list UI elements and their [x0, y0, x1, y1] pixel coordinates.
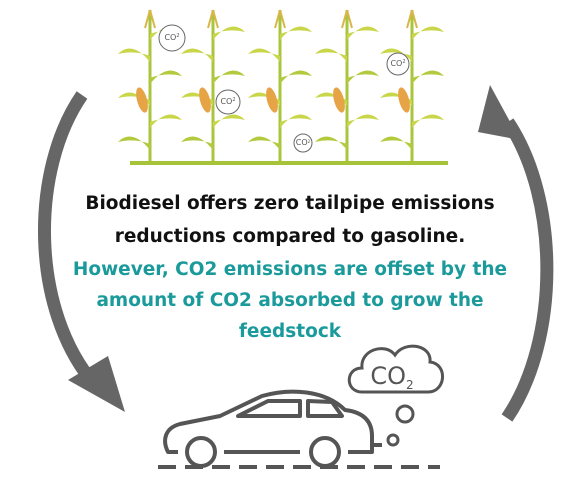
- leaf: [412, 27, 444, 40]
- leaf: [213, 27, 245, 40]
- leaf: [118, 49, 150, 62]
- leaf: [150, 71, 182, 84]
- car-windows: [238, 401, 342, 416]
- crop-bubbles: [159, 25, 409, 152]
- bubble-main: CO: [164, 33, 176, 42]
- leaf: [248, 49, 280, 62]
- right-arrow-head: [478, 85, 520, 140]
- wheel: [187, 438, 215, 466]
- bubble-main: CO: [390, 59, 402, 68]
- bubble-sub: 2: [232, 97, 235, 103]
- bubble-main: CO: [296, 138, 308, 147]
- caption-highlight: feedstock: [239, 321, 342, 342]
- bubble-sub: 2: [176, 33, 179, 39]
- leaf: [213, 115, 245, 128]
- caption-line: reductions compared to gasoline.: [115, 226, 465, 247]
- infographic: CO2 CO2 CO2 CO2 Biodiesel offers zero ta…: [0, 0, 577, 477]
- leaf: [213, 71, 245, 84]
- leaf: [181, 49, 213, 62]
- leaf: [118, 137, 150, 150]
- leaf: [280, 115, 312, 128]
- leaf: [280, 27, 312, 40]
- bubble-main: CO: [220, 97, 232, 106]
- puff: [397, 406, 413, 422]
- left-arrow: [44, 95, 95, 385]
- leaf: [412, 71, 444, 84]
- puff: [388, 435, 398, 445]
- leaf: [347, 115, 379, 128]
- leaf: [315, 49, 347, 62]
- bubble-sub: 2: [402, 59, 405, 65]
- leaf: [248, 137, 280, 150]
- leaf: [315, 137, 347, 150]
- leaf: [150, 115, 182, 128]
- right-arrow: [507, 122, 547, 418]
- wheel: [311, 438, 339, 466]
- cloud-main: CO: [370, 362, 406, 390]
- leaf: [347, 71, 379, 84]
- exhaust-puffs: [388, 406, 413, 445]
- car: [165, 392, 382, 466]
- leaf: [347, 27, 379, 40]
- caption-highlight: However, CO2 emissions are offset by the: [73, 259, 507, 280]
- leaf: [380, 137, 412, 150]
- leaf: [181, 137, 213, 150]
- cloud-sub: 2: [406, 378, 414, 392]
- caption-highlight: amount of CO2 absorbed to grow the: [96, 290, 483, 311]
- leaf: [412, 115, 444, 128]
- caption-line: Biodiesel offers zero tailpipe emissions: [85, 193, 494, 214]
- leaf: [280, 71, 312, 84]
